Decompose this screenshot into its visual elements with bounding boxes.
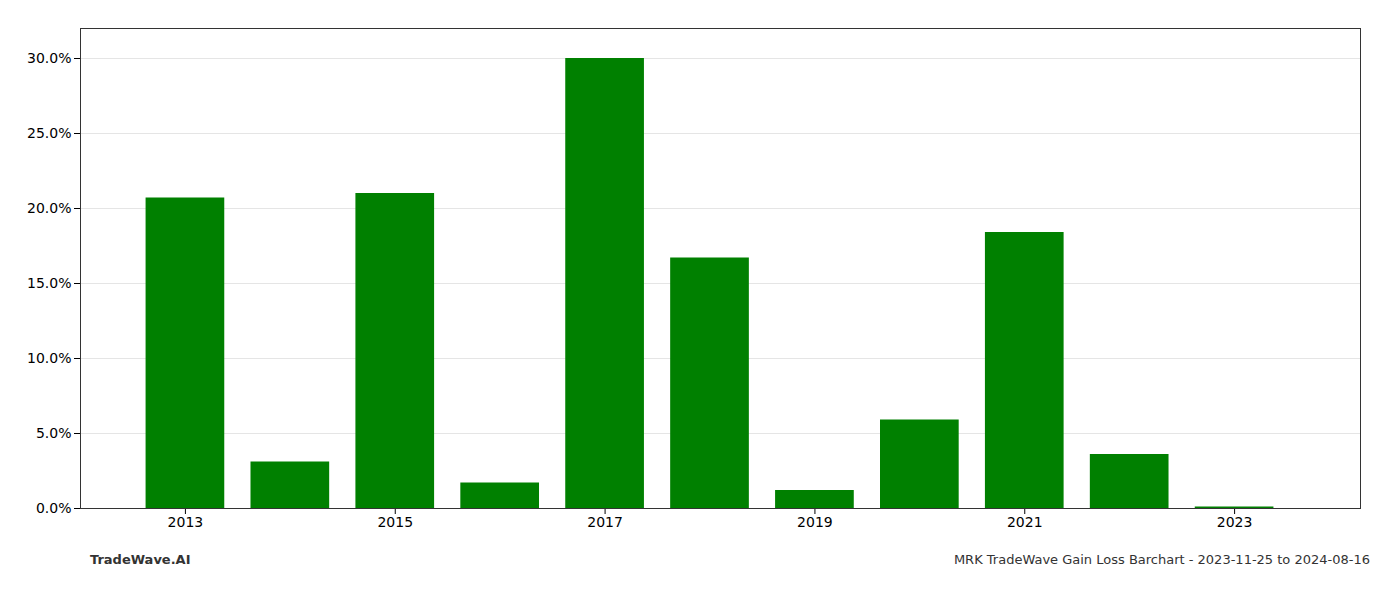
svg-text:30.0%: 30.0% bbox=[27, 50, 71, 66]
svg-text:5.0%: 5.0% bbox=[36, 425, 72, 441]
svg-text:2017: 2017 bbox=[587, 514, 623, 530]
svg-text:10.0%: 10.0% bbox=[27, 350, 71, 366]
svg-text:2013: 2013 bbox=[168, 514, 204, 530]
svg-text:0.0%: 0.0% bbox=[36, 500, 72, 516]
svg-text:20.0%: 20.0% bbox=[27, 200, 71, 216]
svg-text:15.0%: 15.0% bbox=[27, 275, 71, 291]
html-text:MRK TradeWave Gain Loss Barcha: MRK TradeWave Gain Loss Barchart - 2023-… bbox=[953, 552, 1370, 567]
svg-text:2019: 2019 bbox=[797, 514, 833, 530]
html-text:TradeWave.AI: TradeWave.AI bbox=[90, 552, 191, 567]
svg-text:2015: 2015 bbox=[377, 514, 413, 530]
svg-text:25.0%: 25.0% bbox=[27, 125, 71, 141]
svg-text:2023: 2023 bbox=[1217, 514, 1253, 530]
svg-text:2021: 2021 bbox=[1007, 514, 1043, 530]
